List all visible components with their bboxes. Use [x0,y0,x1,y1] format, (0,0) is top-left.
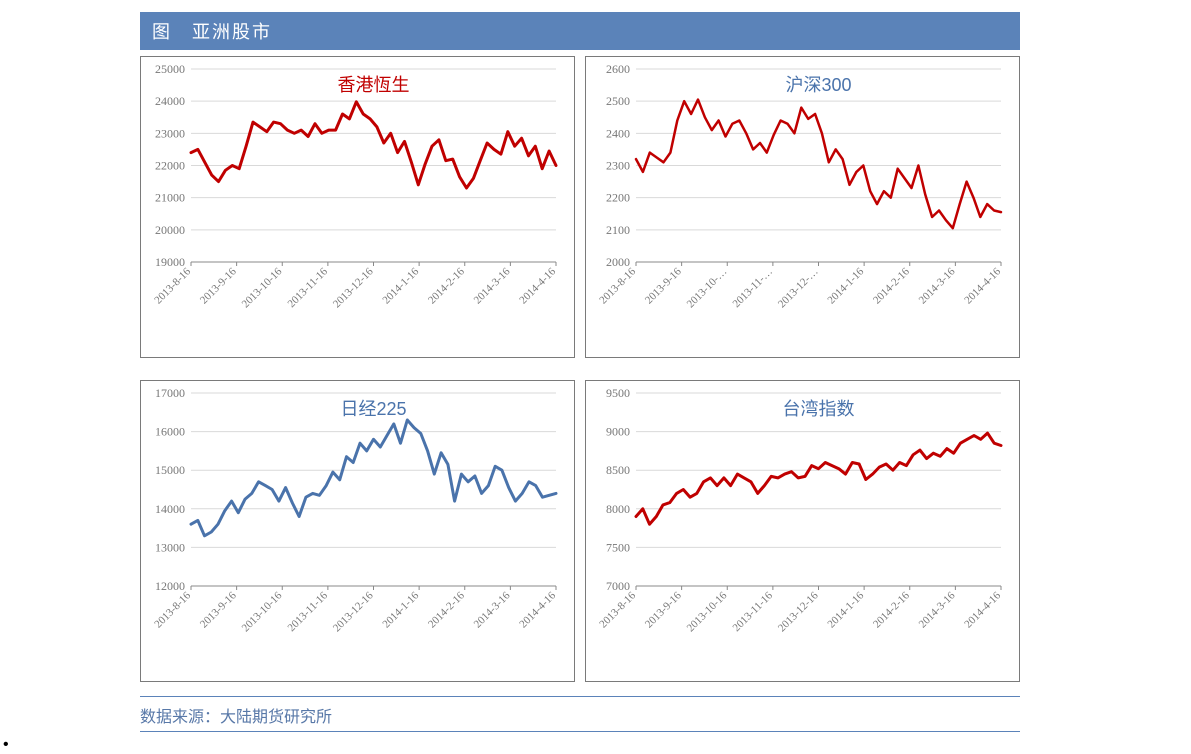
svg-text:2014-1-16: 2014-1-16 [380,265,421,306]
svg-text:2013-10-16: 2013-10-16 [240,265,285,310]
list-bullet: • [3,736,9,754]
charts-grid: 19000 20000 21000 22000 23000 24000 25000 香港恆生 2… [140,56,1020,682]
svg-text:2014-4-16: 2014-4-16 [517,589,558,630]
svg-text:2013-11-16: 2013-11-16 [286,265,331,310]
svg-text:2013-10-16: 2013-10-16 [685,589,730,634]
figure-title: 图 亚洲股市 [152,22,272,42]
svg-text:2013-12-…: 2013-12-… [776,266,821,311]
chart-csi-svg: 2000 2100 2200 2300 2400 2500 2600 沪深300 2013-8-… [586,57,1011,357]
svg-text:2014-4-16: 2014-4-16 [517,265,558,306]
svg-text:23000: 23000 [155,126,185,140]
svg-text:2014-2-16: 2014-2-16 [426,265,467,306]
svg-text:2013-11-…: 2013-11-… [731,266,775,310]
svg-text:2014-1-16: 2014-1-16 [380,589,421,630]
svg-text:2200: 2200 [606,191,630,205]
chart-n225: 12000 13000 14000 15000 16000 17000 日经225 2013-… [140,380,575,682]
svg-text:2013-11-16: 2013-11-16 [286,589,331,634]
svg-text:2014-3-16: 2014-3-16 [472,265,513,306]
chart-title: 日经225 [340,399,406,419]
svg-text:7000: 7000 [606,579,630,593]
svg-text:20000: 20000 [155,223,185,237]
svg-text:2014-3-16: 2014-3-16 [917,589,958,630]
svg-text:2014-4-16: 2014-4-16 [962,265,1003,306]
svg-text:21000: 21000 [155,191,185,205]
svg-text:7500: 7500 [606,540,630,554]
svg-text:2014-2-16: 2014-2-16 [426,589,467,630]
svg-text:2013-8-16: 2013-8-16 [597,265,638,306]
svg-text:2013-10-…: 2013-10-… [685,266,730,311]
svg-text:2014-2-16: 2014-2-16 [871,265,912,306]
svg-text:25000: 25000 [155,62,185,76]
series-line [636,100,1001,229]
svg-text:2013-12-16: 2013-12-16 [331,589,376,634]
svg-text:2013-9-16: 2013-9-16 [198,265,239,306]
svg-text:2100: 2100 [606,223,630,237]
svg-text:14000: 14000 [155,502,185,516]
chart-twn-svg: 700075008000850090009500台湾指数2013-8-16201… [586,381,1011,681]
svg-text:2013-10-16: 2013-10-16 [240,589,285,634]
svg-text:2013-9-16: 2013-9-16 [643,589,684,630]
chart-title: 沪深300 [785,75,851,95]
svg-text:2500: 2500 [606,94,630,108]
chart-n225-svg: 12000 13000 14000 15000 16000 17000 日经225 2013-… [141,381,566,681]
series-line [191,420,556,536]
svg-text:17000: 17000 [155,386,185,400]
bottom-rule [140,731,1020,732]
series-line [191,102,556,188]
svg-text:2013-8-16: 2013-8-16 [152,265,193,306]
svg-text:19000: 19000 [155,255,185,269]
svg-text:2013-9-16: 2013-9-16 [643,265,684,306]
svg-text:15000: 15000 [155,463,185,477]
source-line: 数据来源：大陆期货研究所 [140,696,1020,727]
chart-title: 台湾指数 [783,399,855,419]
svg-text:9000: 9000 [606,425,630,439]
svg-text:2013-8-16: 2013-8-16 [152,589,193,630]
svg-text:8000: 8000 [606,502,630,516]
series-line [636,433,1001,524]
svg-text:2013-9-16: 2013-9-16 [198,589,239,630]
chart-title: 香港恆生 [338,75,410,95]
svg-text:2013-12-16: 2013-12-16 [776,589,821,634]
source-text: 数据来源：大陆期货研究所 [140,709,332,726]
svg-text:2014-3-16: 2014-3-16 [472,589,513,630]
chart-twn: 700075008000850090009500台湾指数2013-8-16201… [585,380,1020,682]
svg-text:2400: 2400 [606,126,630,140]
figure-title-bar: 图 亚洲股市 [140,12,1020,50]
svg-text:22000: 22000 [155,159,185,173]
svg-text:9500: 9500 [606,386,630,400]
svg-text:2014-4-16: 2014-4-16 [962,589,1003,630]
chart-csi: 2000 2100 2200 2300 2400 2500 2600 沪深300 2013-8-… [585,56,1020,358]
svg-text:8500: 8500 [606,463,630,477]
svg-text:24000: 24000 [155,94,185,108]
svg-text:2600: 2600 [606,62,630,76]
svg-text:2000: 2000 [606,255,630,269]
svg-text:2300: 2300 [606,159,630,173]
svg-text:16000: 16000 [155,425,185,439]
svg-text:2014-1-16: 2014-1-16 [825,265,866,306]
svg-text:2013-12-16: 2013-12-16 [331,265,376,310]
chart-hk: 19000 20000 21000 22000 23000 24000 25000 香港恆生 2… [140,56,575,358]
svg-text:2013-8-16: 2013-8-16 [597,589,638,630]
svg-text:2014-1-16: 2014-1-16 [825,589,866,630]
svg-text:2014-2-16: 2014-2-16 [871,589,912,630]
svg-text:12000: 12000 [155,579,185,593]
chart-hk-svg: 19000 20000 21000 22000 23000 24000 25000 香港恆生 2… [141,57,566,357]
svg-text:2013-11-16: 2013-11-16 [731,589,776,634]
svg-text:2014-3-16: 2014-3-16 [917,265,958,306]
svg-text:13000: 13000 [155,540,185,554]
